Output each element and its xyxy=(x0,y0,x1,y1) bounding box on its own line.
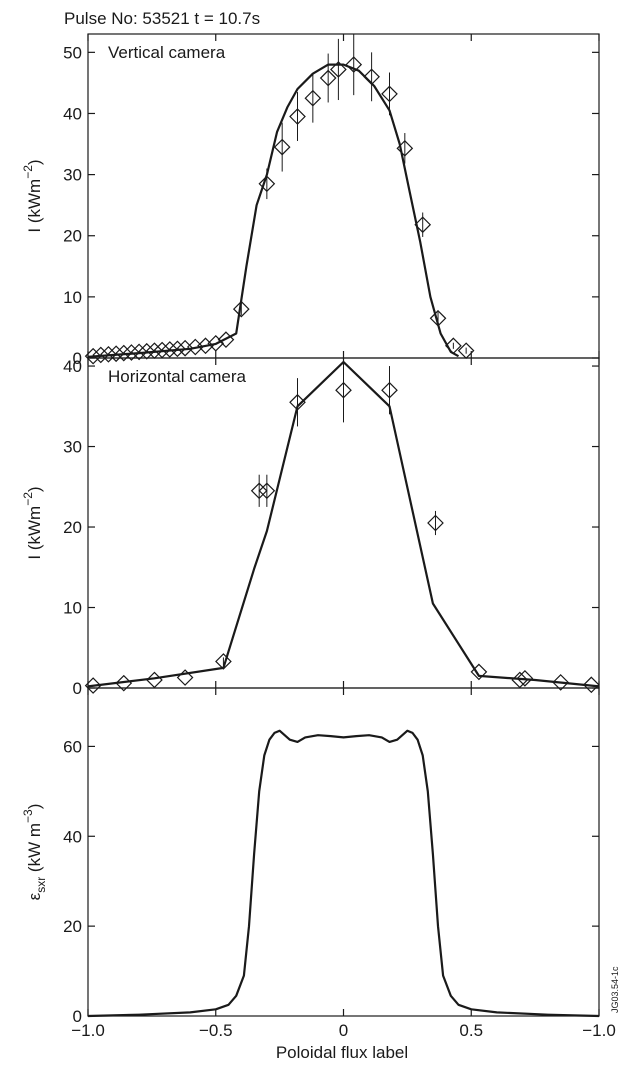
data-point-diamond xyxy=(92,346,110,364)
data-point-diamond xyxy=(84,677,102,694)
data-point-diamond xyxy=(161,341,179,358)
data-point-diamond xyxy=(123,344,140,361)
y-tick-label: 50 xyxy=(63,43,82,62)
data-point-diamond xyxy=(100,345,117,363)
series-line xyxy=(87,63,460,358)
panel-title: Horizontal camera xyxy=(108,367,246,386)
data-point-diamond xyxy=(582,676,600,694)
y-tick-label: 40 xyxy=(63,827,82,846)
data-point-diamond xyxy=(197,337,214,355)
y-tick-label: 40 xyxy=(63,357,82,376)
x-tick-label: 0 xyxy=(339,1021,348,1040)
series-line xyxy=(87,360,600,688)
data-point-diamond xyxy=(186,338,204,356)
data-point-diamond xyxy=(176,339,194,357)
data-point-diamond xyxy=(304,89,322,107)
data-point-diamond xyxy=(552,674,570,691)
data-point-diamond xyxy=(381,85,398,103)
y-axis-label: I (kWm−2) xyxy=(21,486,44,559)
data-point-diamond xyxy=(115,344,133,362)
vertical-camera-panel: 0 10 20 30 40 50 Vertical camera I (kWm−2) xyxy=(21,33,600,368)
y-tick-label: 30 xyxy=(63,438,82,457)
y-tick-label: 20 xyxy=(63,227,82,246)
data-point-diamond xyxy=(107,345,125,363)
data-point-diamond xyxy=(319,69,337,87)
data-point-diamond xyxy=(138,342,156,360)
series-line xyxy=(87,729,600,1018)
y-tick-label: 10 xyxy=(63,599,82,618)
plot-frame xyxy=(87,33,600,359)
data-point-diamond xyxy=(330,61,347,78)
data-point-diamond xyxy=(335,381,352,399)
y-tick-label: 20 xyxy=(63,518,82,537)
horizontal-camera-panel: 0 10 20 30 40 Horizontal camera I (kWm−2) xyxy=(21,357,600,698)
figure-title: Pulse No: 53521 t = 10.7s xyxy=(64,9,260,28)
data-point-diamond xyxy=(345,56,363,73)
data-point-diamond xyxy=(427,514,444,532)
data-point-diamond xyxy=(516,669,534,687)
data-point-diamond xyxy=(232,300,250,318)
y-axis-label: εsxr (kW m−3) xyxy=(21,804,48,901)
x-tick-label: −0.5 xyxy=(199,1021,233,1040)
data-point-diamond xyxy=(289,108,306,125)
y-tick-label: 10 xyxy=(63,288,82,307)
y-tick-label: 20 xyxy=(63,917,82,936)
emissivity-panel: 0 20 40 60 −1.0 −0.5 0 0.5 −1.0 εsxr (kW m−3) xyxy=(21,687,616,1040)
x-tick-label: −1.0 xyxy=(582,1021,616,1040)
data-point-diamond xyxy=(258,482,276,500)
y-tick-label: 0 xyxy=(73,1007,82,1026)
y-axis-label: I (kWm−2) xyxy=(21,159,44,232)
data-point-diamond xyxy=(258,175,276,193)
y-tick-label: 40 xyxy=(63,104,82,123)
x-tick-label: 0.5 xyxy=(459,1021,483,1040)
data-point-diamond xyxy=(414,216,432,234)
data-point-diamond xyxy=(381,381,398,399)
data-point-diamond xyxy=(84,347,102,365)
data-point-diamond xyxy=(273,138,291,156)
x-tick-label: −1.0 xyxy=(71,1021,105,1040)
data-point-diamond xyxy=(130,343,148,361)
y-tick-label: 60 xyxy=(63,737,82,756)
panel-title: Vertical camera xyxy=(108,43,226,62)
data-point-diamond xyxy=(250,482,268,500)
figure-id-tag: JG03.54-1c xyxy=(610,966,620,1013)
y-tick-label: 0 xyxy=(73,349,82,368)
x-axis-label: Poloidal flux label xyxy=(276,1043,408,1062)
y-tick-label: 30 xyxy=(63,166,82,185)
y-tick-label: 0 xyxy=(73,679,82,698)
data-point-diamond xyxy=(169,340,186,358)
